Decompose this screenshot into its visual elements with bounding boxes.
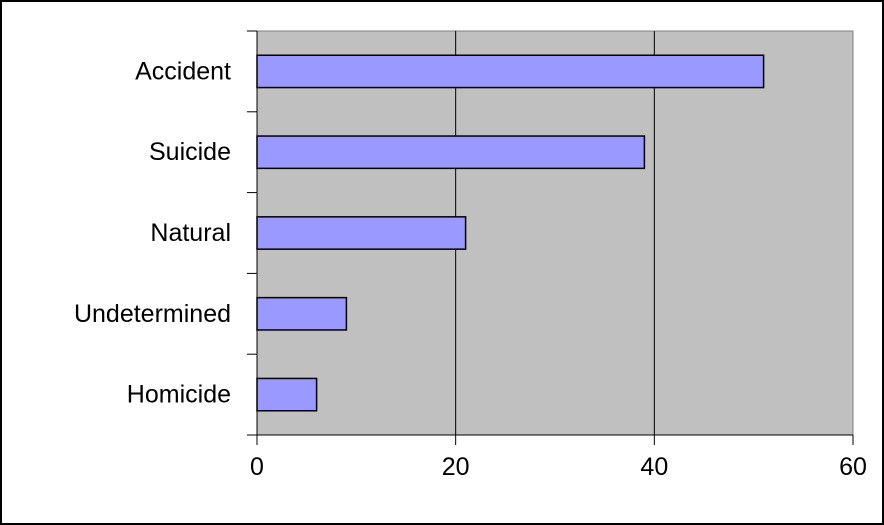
bars — [256, 54, 765, 412]
x-tick-label-0: 0 — [250, 453, 264, 481]
bar-suicide — [256, 135, 646, 170]
axes — [247, 30, 854, 445]
bar-accident — [256, 54, 765, 89]
bar-undetermined — [256, 296, 348, 331]
category-label-natural: Natural — [150, 219, 231, 247]
category-label-suicide: Suicide — [149, 138, 231, 166]
category-label-undetermined: Undetermined — [74, 300, 231, 328]
x-tick-label-60: 60 — [839, 453, 867, 481]
labels: Accident Suicide Natural Undetermined Homici… — [74, 57, 867, 481]
category-label-homicide: Homicide — [127, 381, 231, 409]
category-label-accident: Accident — [135, 57, 231, 85]
x-tick-label-40: 40 — [640, 453, 668, 481]
x-tick-label-20: 20 — [442, 453, 470, 481]
bar-homicide — [256, 377, 318, 412]
bar-natural — [256, 216, 467, 250]
